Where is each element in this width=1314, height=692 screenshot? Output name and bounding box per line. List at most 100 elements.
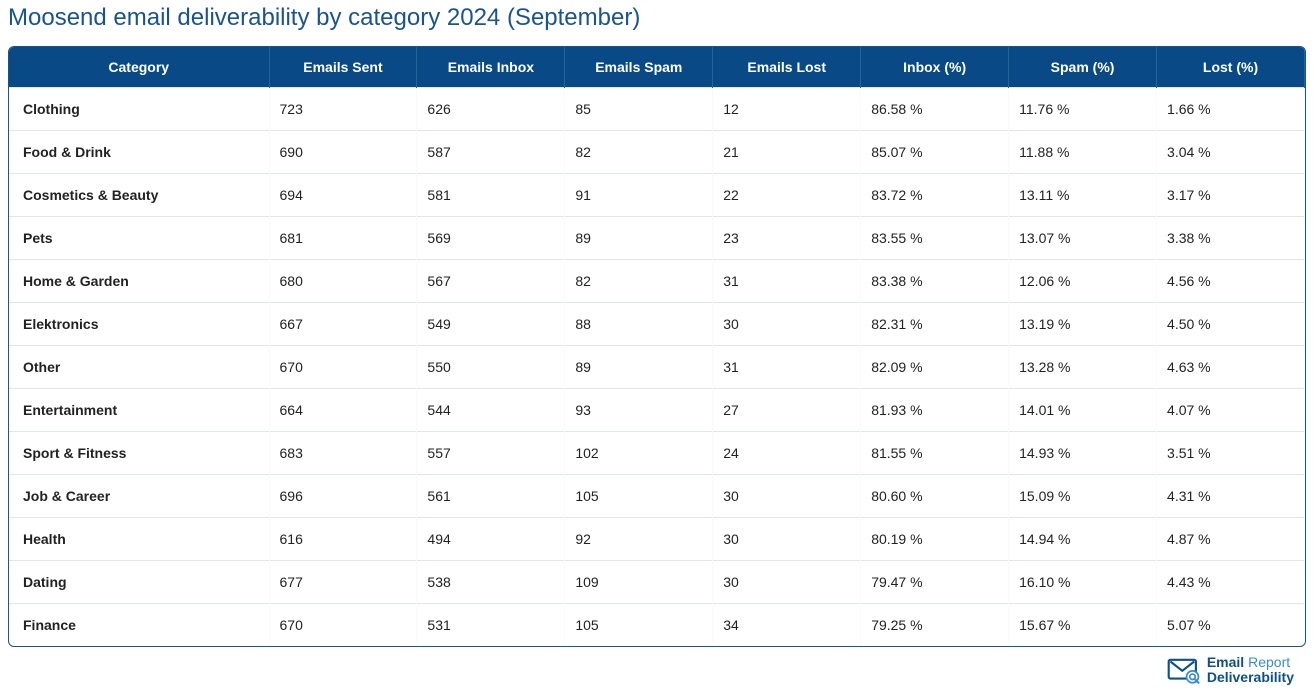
cell-category: Sport & Fitness <box>9 432 269 475</box>
cell-value: 3.17 % <box>1157 174 1305 217</box>
cell-value: 4.56 % <box>1157 260 1305 303</box>
cell-value: 549 <box>417 303 565 346</box>
cell-value: 3.38 % <box>1157 217 1305 260</box>
deliverability-table-container: Category Emails Sent Emails Inbox Emails… <box>8 46 1306 647</box>
logo-line2: Deliverability <box>1207 670 1294 685</box>
table-row: Food & Drink690587822185.07 %11.88 %3.04… <box>9 131 1305 174</box>
table-row: Other670550893182.09 %13.28 %4.63 % <box>9 346 1305 389</box>
footer-logo: Email Report Deliverability <box>8 647 1306 684</box>
table-row: Pets681569892383.55 %13.07 %3.38 % <box>9 217 1305 260</box>
col-spam-pct: Spam (%) <box>1009 47 1157 88</box>
cell-value: 91 <box>565 174 713 217</box>
cell-value: 89 <box>565 217 713 260</box>
table-row: Entertainment664544932781.93 %14.01 %4.0… <box>9 389 1305 432</box>
cell-value: 82.09 % <box>861 346 1009 389</box>
col-emails-inbox: Emails Inbox <box>417 47 565 88</box>
cell-value: 15.67 % <box>1009 604 1157 647</box>
cell-value: 4.63 % <box>1157 346 1305 389</box>
cell-value: 696 <box>269 475 417 518</box>
cell-value: 723 <box>269 88 417 131</box>
cell-value: 14.93 % <box>1009 432 1157 475</box>
table-row: Elektronics667549883082.31 %13.19 %4.50 … <box>9 303 1305 346</box>
cell-value: 15.09 % <box>1009 475 1157 518</box>
cell-value: 21 <box>713 131 861 174</box>
cell-value: 670 <box>269 604 417 647</box>
cell-value: 86.58 % <box>861 88 1009 131</box>
cell-value: 683 <box>269 432 417 475</box>
cell-value: 80.19 % <box>861 518 1009 561</box>
table-row: Finance6705311053479.25 %15.67 %5.07 % <box>9 604 1305 647</box>
cell-value: 83.72 % <box>861 174 1009 217</box>
col-category: Category <box>9 47 269 88</box>
cell-value: 88 <box>565 303 713 346</box>
cell-value: 93 <box>565 389 713 432</box>
cell-value: 4.31 % <box>1157 475 1305 518</box>
cell-category: Entertainment <box>9 389 269 432</box>
cell-value: 561 <box>417 475 565 518</box>
cell-value: 694 <box>269 174 417 217</box>
cell-value: 557 <box>417 432 565 475</box>
cell-value: 83.38 % <box>861 260 1009 303</box>
cell-category: Pets <box>9 217 269 260</box>
cell-value: 1.66 % <box>1157 88 1305 131</box>
cell-value: 538 <box>417 561 565 604</box>
col-emails-spam: Emails Spam <box>565 47 713 88</box>
cell-category: Dating <box>9 561 269 604</box>
table-row: Dating6775381093079.47 %16.10 %4.43 % <box>9 561 1305 604</box>
cell-value: 12 <box>713 88 861 131</box>
cell-value: 81.93 % <box>861 389 1009 432</box>
logo-line1: Email Report <box>1207 655 1294 670</box>
cell-category: Food & Drink <box>9 131 269 174</box>
cell-value: 16.10 % <box>1009 561 1157 604</box>
table-row: Sport & Fitness6835571022481.55 %14.93 %… <box>9 432 1305 475</box>
logo-word-email: Email <box>1207 654 1244 670</box>
cell-value: 80.60 % <box>861 475 1009 518</box>
cell-value: 89 <box>565 346 713 389</box>
cell-category: Other <box>9 346 269 389</box>
col-lost-pct: Lost (%) <box>1157 47 1305 88</box>
cell-value: 4.50 % <box>1157 303 1305 346</box>
cell-value: 14.01 % <box>1009 389 1157 432</box>
cell-value: 105 <box>565 604 713 647</box>
cell-value: 31 <box>713 260 861 303</box>
cell-value: 82 <box>565 131 713 174</box>
cell-value: 3.51 % <box>1157 432 1305 475</box>
cell-value: 82.31 % <box>861 303 1009 346</box>
table-row: Clothing723626851286.58 %11.76 %1.66 % <box>9 88 1305 131</box>
cell-value: 664 <box>269 389 417 432</box>
cell-category: Finance <box>9 604 269 647</box>
cell-value: 13.11 % <box>1009 174 1157 217</box>
cell-value: 531 <box>417 604 565 647</box>
cell-value: 680 <box>269 260 417 303</box>
cell-value: 677 <box>269 561 417 604</box>
cell-value: 3.04 % <box>1157 131 1305 174</box>
cell-value: 34 <box>713 604 861 647</box>
cell-category: Home & Garden <box>9 260 269 303</box>
cell-value: 690 <box>269 131 417 174</box>
cell-category: Clothing <box>9 88 269 131</box>
col-emails-sent: Emails Sent <box>269 47 417 88</box>
cell-value: 85.07 % <box>861 131 1009 174</box>
cell-value: 85 <box>565 88 713 131</box>
cell-value: 22 <box>713 174 861 217</box>
cell-value: 4.43 % <box>1157 561 1305 604</box>
table-row: Health616494923080.19 %14.94 %4.87 % <box>9 518 1305 561</box>
cell-value: 667 <box>269 303 417 346</box>
cell-value: 4.07 % <box>1157 389 1305 432</box>
cell-value: 14.94 % <box>1009 518 1157 561</box>
cell-value: 670 <box>269 346 417 389</box>
cell-value: 82 <box>565 260 713 303</box>
cell-value: 616 <box>269 518 417 561</box>
cell-value: 30 <box>713 475 861 518</box>
cell-value: 30 <box>713 518 861 561</box>
cell-value: 11.88 % <box>1009 131 1157 174</box>
cell-value: 581 <box>417 174 565 217</box>
envelope-icon <box>1167 656 1201 684</box>
logo-text: Email Report Deliverability <box>1207 655 1294 684</box>
cell-value: 30 <box>713 303 861 346</box>
cell-category: Health <box>9 518 269 561</box>
cell-value: 550 <box>417 346 565 389</box>
cell-category: Cosmetics & Beauty <box>9 174 269 217</box>
cell-value: 681 <box>269 217 417 260</box>
cell-value: 13.19 % <box>1009 303 1157 346</box>
